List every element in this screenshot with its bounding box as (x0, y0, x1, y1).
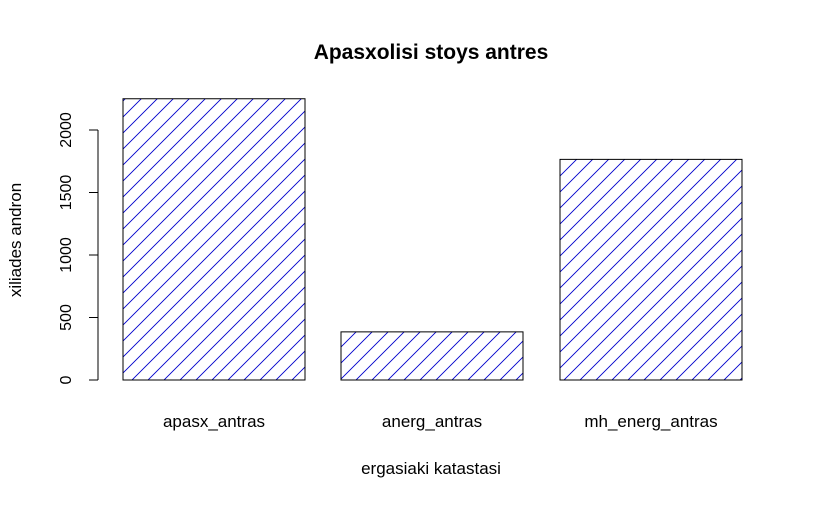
x-axis-label: ergasiaki katastasi (361, 459, 501, 478)
bar-apasx_antras (122, 98, 306, 381)
x-category-label: apasx_antras (163, 412, 265, 431)
y-axis-label: xiliades andron (6, 183, 25, 297)
y-tick-label: 2000 (58, 112, 75, 148)
bar-mh_energ_antras (559, 158, 743, 381)
y-tick-label: 1500 (58, 175, 75, 211)
bar-anerg_antras (340, 331, 524, 381)
y-axis: 0 500 1000 1500 2000 (58, 112, 99, 384)
y-tick-label: 500 (58, 304, 75, 331)
y-tick-label: 0 (58, 375, 75, 384)
chart-title: Apasxolisi stoys antres (314, 41, 549, 64)
x-category-labels: apasx_antras anerg_antras mh_energ_antras (163, 412, 718, 431)
x-category-label: anerg_antras (382, 412, 482, 431)
y-tick-label: 1000 (58, 237, 75, 273)
bars (122, 98, 743, 381)
x-category-label: mh_energ_antras (584, 412, 717, 431)
